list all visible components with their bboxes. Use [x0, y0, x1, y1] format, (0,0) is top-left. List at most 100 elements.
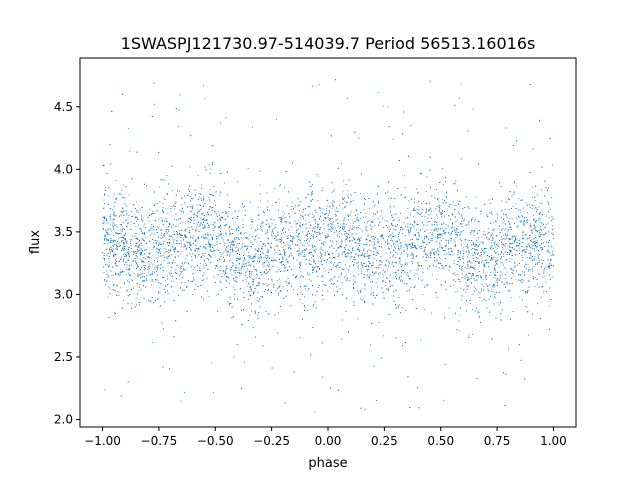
data-point	[310, 257, 312, 259]
data-point	[171, 254, 173, 256]
data-point	[489, 236, 491, 238]
data-point	[476, 244, 478, 245]
data-point	[374, 204, 376, 206]
data-point	[487, 238, 489, 240]
data-point	[262, 230, 263, 232]
data-point	[482, 250, 483, 251]
data-point	[123, 236, 124, 238]
data-point	[226, 194, 228, 196]
data-point	[336, 244, 338, 245]
data-point	[430, 239, 432, 241]
data-point	[247, 270, 249, 272]
data-point	[237, 181, 239, 183]
data-point	[271, 223, 273, 225]
data-point	[161, 263, 163, 265]
data-point	[540, 189, 542, 191]
data-point	[296, 240, 298, 242]
data-point	[194, 267, 196, 269]
data-point	[537, 194, 538, 196]
data-point	[112, 241, 114, 242]
data-point	[515, 238, 517, 240]
data-point	[162, 203, 164, 205]
data-point	[463, 258, 464, 260]
data-point	[528, 204, 530, 205]
data-point	[548, 202, 550, 204]
data-point	[259, 226, 261, 227]
data-point	[433, 265, 434, 267]
data-point	[205, 263, 207, 265]
data-point	[191, 256, 193, 258]
data-point	[281, 255, 283, 257]
data-point	[317, 223, 319, 225]
data-point	[455, 281, 457, 282]
data-point	[166, 194, 168, 195]
data-point	[380, 256, 382, 257]
data-point	[271, 247, 272, 249]
data-point	[358, 227, 359, 228]
data-point	[435, 236, 437, 238]
data-point	[357, 293, 359, 295]
data-point	[404, 187, 406, 188]
data-point	[481, 288, 482, 290]
data-point	[539, 221, 541, 223]
data-point	[464, 239, 466, 241]
data-point	[225, 269, 226, 271]
data-point	[425, 202, 427, 204]
data-point	[209, 189, 211, 190]
data-point	[416, 238, 417, 240]
data-point	[294, 244, 296, 245]
data-point	[493, 257, 495, 259]
data-point	[201, 184, 203, 186]
data-point	[463, 262, 464, 264]
data-point	[413, 198, 415, 200]
data-point	[535, 227, 536, 229]
data-point	[472, 108, 474, 110]
data-point	[103, 259, 105, 261]
data-point	[291, 206, 292, 207]
data-point	[203, 267, 205, 269]
data-point	[469, 261, 471, 263]
data-point	[236, 267, 238, 268]
data-point	[135, 258, 137, 259]
data-point	[431, 195, 432, 197]
data-point	[275, 289, 277, 291]
data-point	[123, 246, 125, 248]
data-point	[373, 366, 375, 367]
data-point	[210, 362, 212, 364]
data-point	[539, 236, 541, 237]
data-point	[345, 184, 347, 185]
data-point	[187, 280, 189, 281]
data-point	[158, 186, 160, 188]
data-point	[418, 234, 420, 236]
data-point	[291, 254, 293, 256]
data-point	[383, 297, 385, 299]
data-point	[254, 239, 255, 241]
data-point	[248, 252, 249, 254]
data-point	[531, 239, 532, 241]
data-point	[390, 234, 392, 235]
data-point	[546, 241, 548, 243]
data-point	[454, 272, 456, 274]
data-point	[104, 236, 105, 237]
data-point	[459, 201, 461, 202]
data-point	[499, 275, 501, 277]
data-point	[330, 278, 332, 280]
data-point	[437, 200, 439, 202]
data-point	[409, 231, 411, 233]
data-point	[392, 232, 393, 234]
data-point	[255, 277, 257, 279]
data-point	[482, 243, 484, 245]
data-point	[461, 220, 463, 222]
data-point	[249, 314, 251, 316]
data-point	[407, 263, 408, 265]
data-point	[455, 291, 457, 293]
data-point	[414, 210, 416, 211]
data-point	[143, 240, 145, 241]
data-point	[424, 249, 426, 250]
data-point	[108, 257, 109, 259]
data-point	[501, 239, 503, 240]
data-point	[324, 253, 326, 255]
data-point	[183, 246, 185, 248]
data-point	[461, 273, 463, 275]
data-point	[300, 217, 302, 219]
